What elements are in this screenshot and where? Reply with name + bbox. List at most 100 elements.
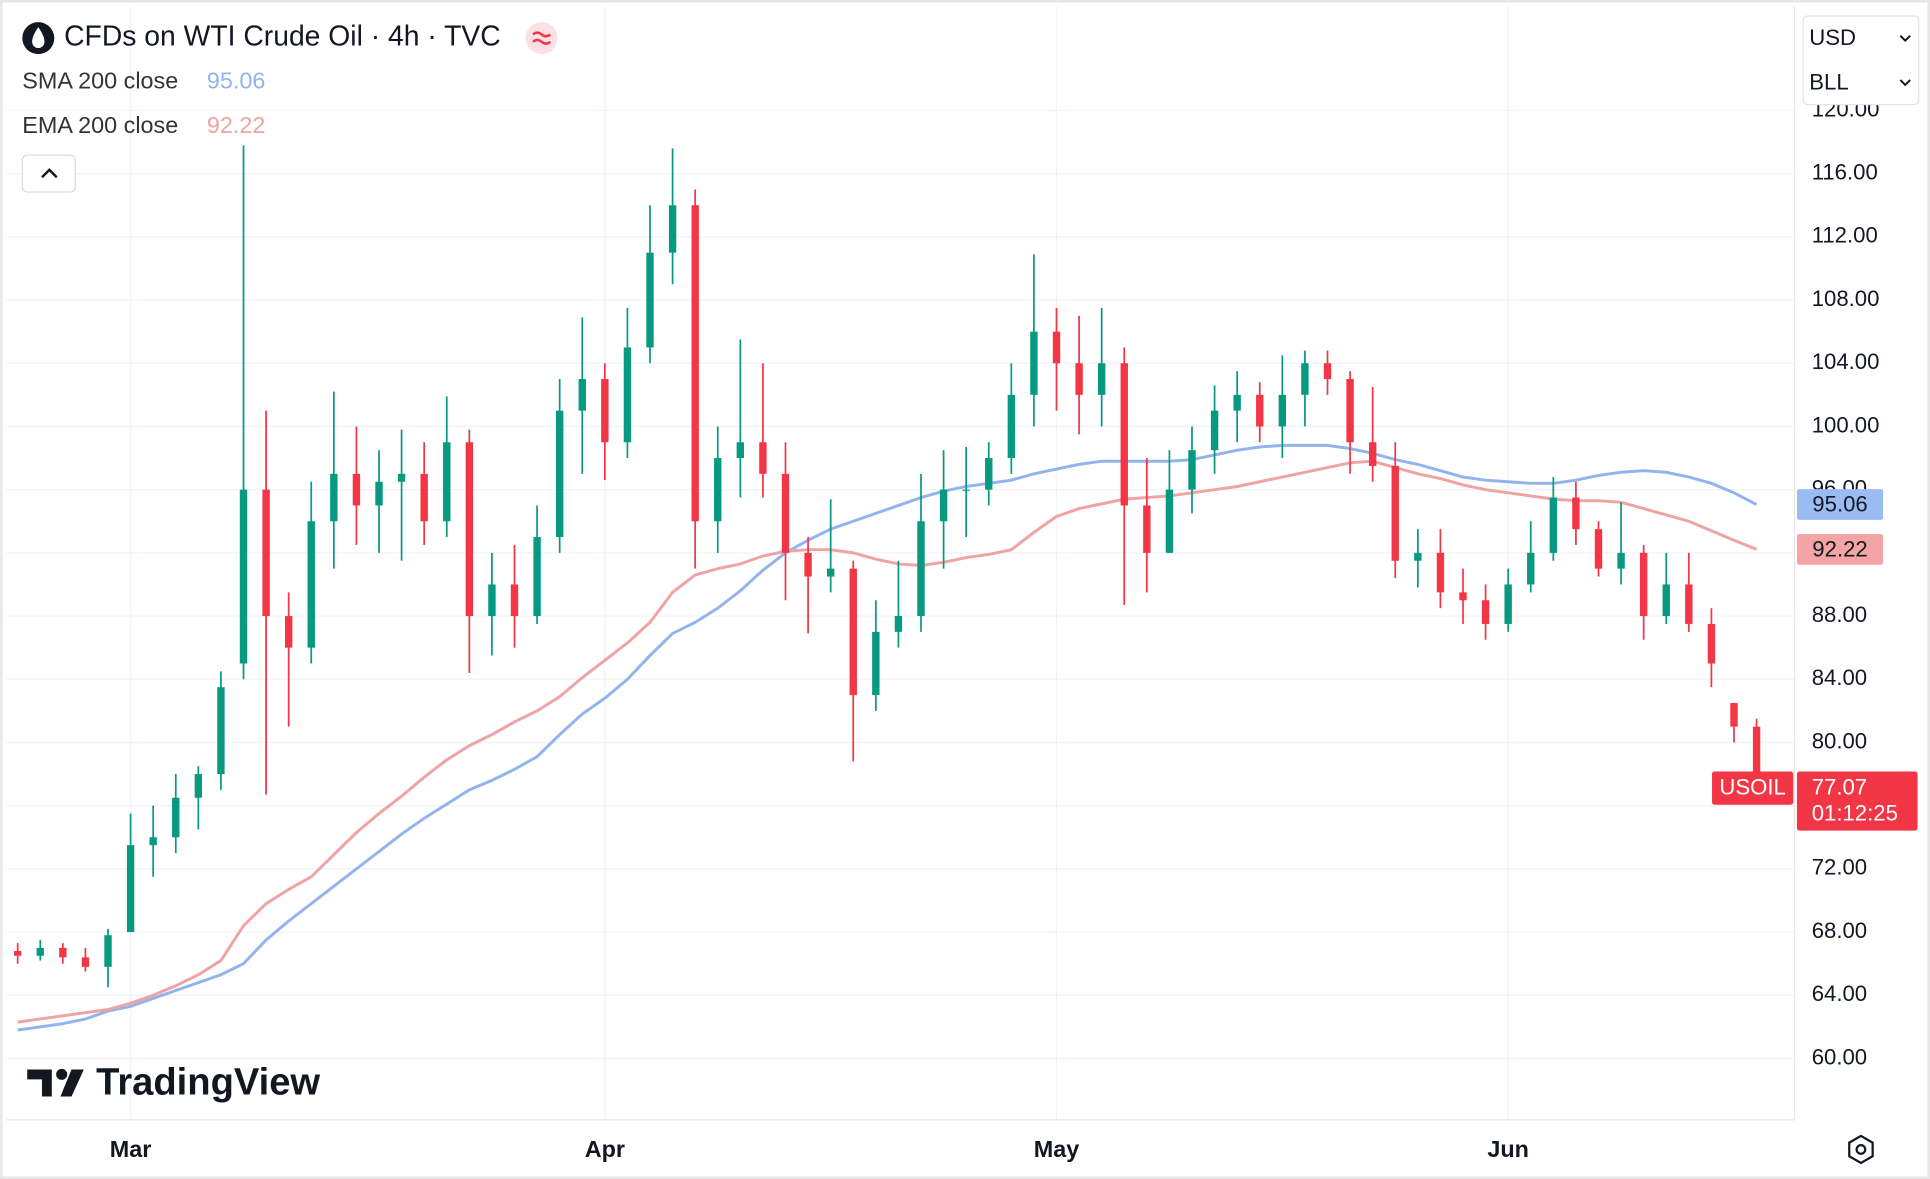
logo-dot [56,1068,68,1080]
candle-body [826,568,835,577]
drop-icon [32,27,45,48]
gear-hole [1855,1144,1867,1155]
status-icon[interactable] [525,22,558,55]
plot [13,145,1761,1032]
candle-body [36,947,44,956]
x-tick-label: May [1034,1136,1079,1162]
candle-body [691,205,699,522]
candle-body [1120,363,1128,506]
candle-body [1730,702,1738,727]
chart-title: CFDs on WTI Crude Oil · 4h · TVC [64,20,501,52]
y-tick-label: 64.00 [1812,981,1867,1006]
unit[interactable]: BLL [1809,70,1848,95]
chevron-down [1899,79,1911,87]
candle-body [849,568,857,696]
candle-body [1323,363,1332,380]
last-value-label: 95.06 [1812,492,1867,517]
chevron-up [41,168,58,179]
candle-body [1639,552,1648,617]
candle-body [1030,331,1038,395]
candle-body [1752,726,1761,789]
candle-body [352,473,361,506]
last-price-badge [1796,771,1918,831]
y-tick-label: 108.00 [1812,286,1880,311]
last-price-label: 77.07 [1812,775,1867,800]
candle-body [555,410,564,538]
chevron-down [1899,34,1911,43]
candle-body [217,687,225,775]
candle-body [510,584,519,617]
legend-ema-value: 92.22 [207,112,266,138]
legend-sma: SMA 200 close [22,68,178,94]
last-value-badge [1796,533,1884,565]
candle-body [284,616,293,648]
currency[interactable]: USD [1809,25,1856,50]
candle-body [1594,529,1603,569]
collapse-button[interactable] [21,154,76,193]
candle-body [1075,363,1083,395]
last-value-badge [1796,489,1884,520]
candle-body [1459,592,1467,601]
candle-body [1481,600,1490,624]
unit-selector[interactable] [1802,15,1920,106]
candle-body [1210,410,1219,451]
y-tick-label: 112.00 [1812,223,1878,248]
candle-body [962,489,970,491]
candle-body [13,951,22,956]
y-tick-label: 68.00 [1812,918,1867,943]
candle-body [262,489,270,617]
candle-body [443,442,451,522]
y-tick-label: 72.00 [1812,855,1867,880]
candle-body [420,473,428,522]
candle-body [1617,552,1625,569]
candle-body [59,947,67,958]
last-value-label: 92.22 [1812,536,1867,561]
candle-body [1391,465,1399,561]
candle-body [1256,394,1264,427]
symbol-label: USOIL [1719,775,1785,800]
candle-body [985,458,993,490]
candle-body [1662,584,1670,617]
candle-body [1707,623,1716,664]
countdown-label: 01:12:25 [1812,800,1898,825]
candle-body [81,957,90,967]
candle-body [1572,497,1580,530]
y-tick-label: 116.00 [1812,159,1878,184]
logo: TradingView [27,1060,320,1103]
candle-body [126,845,135,933]
candle-body [533,537,541,617]
y-tick-label: 80.00 [1812,728,1867,753]
y-tick-label: 104.00 [1812,349,1880,374]
candle-body [1549,497,1558,553]
candle-body [307,521,315,648]
y-tick-label: 84.00 [1812,665,1867,690]
y-tick-label: 100.00 [1812,412,1880,437]
candle-body [668,205,677,253]
logo-mark [27,1069,52,1097]
candle-body [1414,552,1422,561]
candle-body [172,797,180,838]
candle-body [646,252,654,348]
candle-body [239,489,248,664]
candle-body [104,935,112,967]
candle-body [736,442,745,459]
candle-body [781,473,790,553]
candle-body [375,481,383,506]
candle-body [1301,363,1309,395]
candle-body [1368,442,1377,466]
candle-body [917,521,925,617]
logo-slash [60,1069,84,1097]
candle-body [1278,394,1287,427]
x-tick-label: Jun [1487,1136,1529,1162]
candle-body [149,837,157,846]
candle-body [194,774,203,798]
candle-body [623,347,632,443]
candle-body [488,584,496,617]
settings-icon[interactable] [1848,1134,1874,1165]
candle-body [397,473,406,482]
candle-body [1143,505,1151,553]
candle-body [804,552,812,577]
